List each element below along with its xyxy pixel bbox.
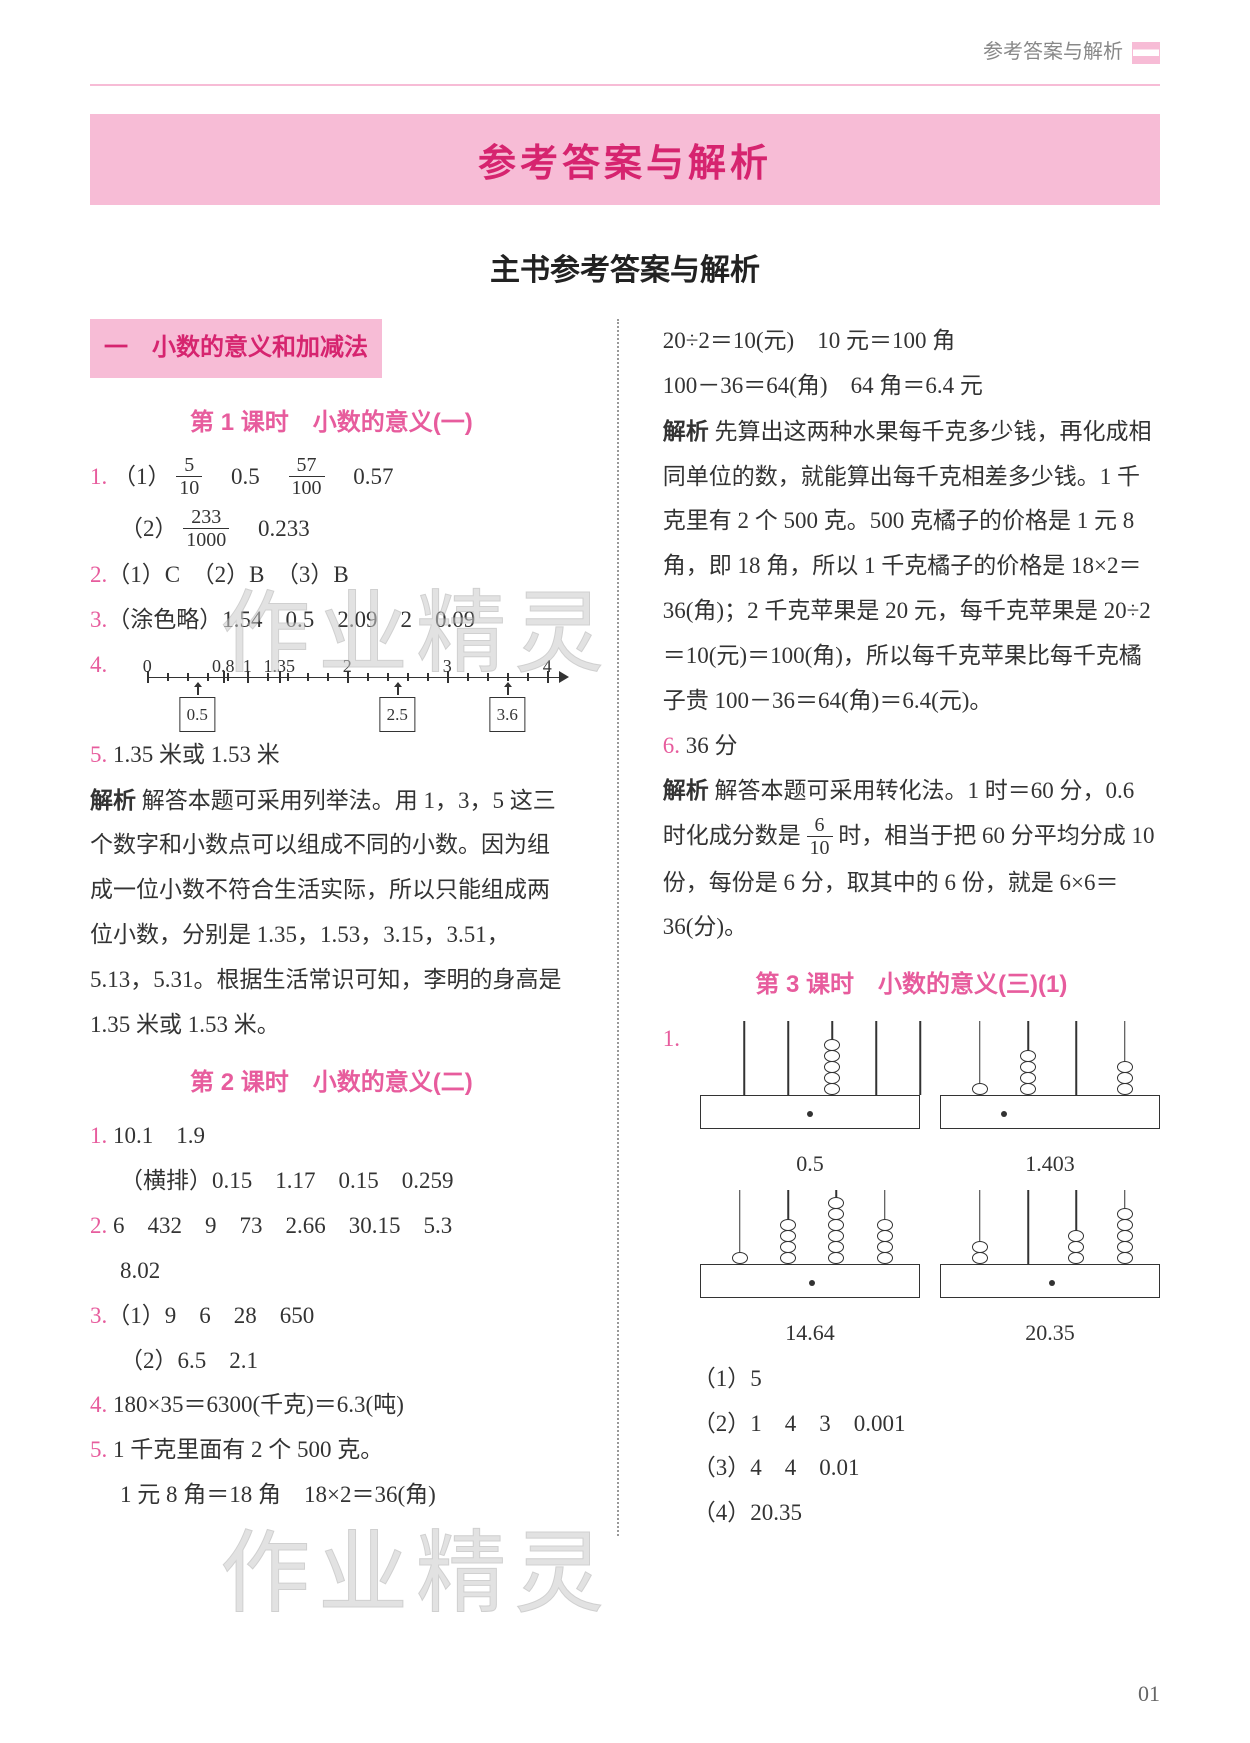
- chapter-heading: 一 小数的意义和加减法: [90, 319, 382, 378]
- l3-sub3: （3）4 4 0.01: [663, 1446, 1160, 1491]
- abacus-row-2: 14.64 20.35: [700, 1190, 1160, 1355]
- q1-2-label: （2）: [120, 516, 178, 541]
- lesson1-title: 第 1 课时 小数的意义(一): [90, 400, 573, 447]
- q1-2-frac: 233 1000: [183, 506, 229, 551]
- l2-q2: 2. 6 432 9 73 2.66 30.15 5.3: [90, 1204, 573, 1249]
- title-banner: 参考答案与解析: [90, 114, 1160, 205]
- l2-q4: 4. 180×35＝6300(千克)＝6.3(吨): [90, 1383, 573, 1428]
- rt-body: 先算出这两种水果每千克多少钱，再化成相同单位的数，就能算出每千克相差多少钱。1 …: [663, 419, 1152, 713]
- abacus-label-0: 0.5: [700, 1143, 920, 1186]
- nl-box: 0.5: [180, 697, 215, 732]
- l1-q4-num: 4.: [90, 643, 107, 688]
- l1-q3: 3.（涂色略）1.54 0.5 2.09 2 0.09: [90, 598, 573, 643]
- q1-1-frac1: 5 10: [176, 454, 202, 499]
- q1-1-frac2: 57 100: [289, 454, 325, 499]
- l2-q5b: 1 元 8 角＝18 角 18×2＝36(角): [90, 1473, 573, 1518]
- nl-top-label: 0.8: [212, 649, 235, 684]
- l2-q2b: 8.02: [90, 1249, 573, 1294]
- nl-top-label: 0: [143, 649, 152, 684]
- l2-q3a: 3.（1）9 6 28 650: [90, 1294, 573, 1339]
- l1-q5-analysis: 解析 解答本题可采用列举法。用 1，3，5 这三个数字和小数点可以组成不同的小数…: [90, 778, 573, 1048]
- l3-sub4: （4）20.35: [663, 1491, 1160, 1536]
- l3-q1-num: 1.: [663, 1017, 680, 1062]
- q1-number: 1.: [90, 464, 107, 489]
- abacus-label-3: 20.35: [940, 1312, 1160, 1355]
- nl-box: 2.5: [380, 697, 415, 732]
- abacus-3: 20.35: [940, 1190, 1160, 1355]
- nl-top-label: 1: [243, 649, 252, 684]
- rt-analysis: 解析 先算出这两种水果每千克多少钱，再化成相同单位的数，就能算出每千克相差多少钱…: [663, 409, 1160, 724]
- column-divider: [617, 319, 619, 1536]
- abacus-label-2: 14.64: [700, 1312, 920, 1355]
- q1-1-v1: 0.5: [231, 464, 260, 489]
- q1-1-label: （1）: [113, 464, 171, 489]
- q1-1-v2: 0.57: [353, 464, 393, 489]
- lesson3-title: 第 3 课时 小数的意义(三)(1): [663, 962, 1160, 1009]
- analysis-label-3: 解析: [663, 777, 709, 803]
- header-right-text: 参考答案与解析: [983, 41, 1123, 63]
- l1-q5-ans: 5. 1.35 米或 1.53 米: [90, 733, 573, 778]
- l3-sub2: （2）1 4 3 0.001: [663, 1402, 1160, 1447]
- left-column: 一 小数的意义和加减法 第 1 课时 小数的意义(一) 1. （1） 5 10 …: [90, 319, 573, 1536]
- rt-l1: 20÷2＝10(元) 10 元＝100 角: [663, 319, 1160, 364]
- nl-top-label: 3: [443, 649, 452, 684]
- l2-q5a: 5. 1 千克里面有 2 个 500 克。: [90, 1428, 573, 1473]
- l1-q2: 2.2.（1）C （2）B （3）B（1）C （2）B （3）B: [90, 553, 573, 598]
- l1-q1-line2: （2） 233 1000 0.233: [90, 507, 573, 553]
- analysis-label: 解析: [90, 787, 136, 813]
- analysis-label-2: 解析: [663, 418, 709, 444]
- right-column: 20÷2＝10(元) 10 元＝100 角 100－36＝64(角) 64 角＝…: [663, 319, 1160, 1536]
- nl-top-label: 4: [543, 649, 552, 684]
- l1-q1-line1: 1. （1） 5 10 0.5 57 100 0.57: [90, 455, 573, 501]
- l1-q5-body: 解答本题可采用列举法。用 1，3，5 这三个数字和小数点可以组成不同的小数。因为…: [90, 788, 562, 1037]
- rt-q6: 6. 36 分: [663, 724, 1160, 769]
- header-right-icon: [1132, 42, 1160, 64]
- l2-q3b: （2）6.5 2.1: [90, 1339, 573, 1384]
- rt-q6-frac: 6 10: [807, 814, 833, 859]
- rt-l2: 100－36＝64(角) 64 角＝6.4 元: [663, 364, 1160, 409]
- nl-box: 3.6: [490, 697, 525, 732]
- abacus-0: 0.5: [700, 1021, 920, 1186]
- rt-q6-analysis: 解析 解答本题可采用转化法。1 时＝60 分，0.6 时化成分数是 6 10 时…: [663, 768, 1160, 950]
- lesson2-title: 第 2 课时 小数的意义(二): [90, 1060, 573, 1107]
- top-divider: [90, 84, 1160, 86]
- nl-top-label: 2: [343, 649, 352, 684]
- l2-q1: 1. 10.1 1.9: [90, 1114, 573, 1159]
- subtitle: 主书参考答案与解析: [90, 245, 1160, 289]
- q1-2-v1: 0.233: [258, 516, 310, 541]
- abacus-2: 14.64: [700, 1190, 920, 1355]
- l3-sub1: （1）5: [663, 1357, 1160, 1402]
- abacus-label-1: 1.403: [940, 1143, 1160, 1186]
- abacus-row-1: 0.5 1.403: [700, 1021, 1160, 1186]
- page-number: 01: [1138, 1681, 1160, 1707]
- abacus-1: 1.403: [940, 1021, 1160, 1186]
- l2-q1b: （横排）0.15 1.17 0.15 0.259: [90, 1159, 573, 1204]
- number-line-diagram: 00.811.352340.52.53.6: [147, 649, 567, 727]
